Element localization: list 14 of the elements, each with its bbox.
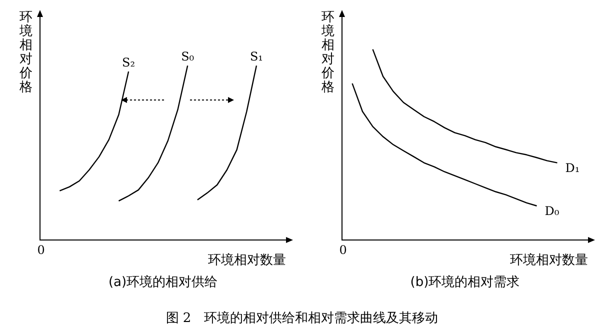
series-label: S₂ <box>122 56 136 70</box>
y-axis-title: 环境相对价格 <box>18 10 32 95</box>
x-axis-title: 环境相对数量 <box>208 252 286 268</box>
text: (b)环境的相对需求 <box>410 274 520 290</box>
series-label: S₁ <box>250 50 263 64</box>
text: 0 <box>37 243 45 258</box>
caption: 图 2 环境的相对供给和相对需求曲线及其移动 <box>164 310 440 327</box>
y-axis-title: 环境相对价格 <box>320 10 334 95</box>
series-label: D₀ <box>544 204 560 218</box>
x-axis-title: 环境相对数量 <box>510 252 588 268</box>
series-label: S₀ <box>181 50 194 64</box>
series-label: D₁ <box>565 160 580 175</box>
text: 0 <box>339 243 347 258</box>
text: (a)环境的相对供给 <box>108 274 218 290</box>
